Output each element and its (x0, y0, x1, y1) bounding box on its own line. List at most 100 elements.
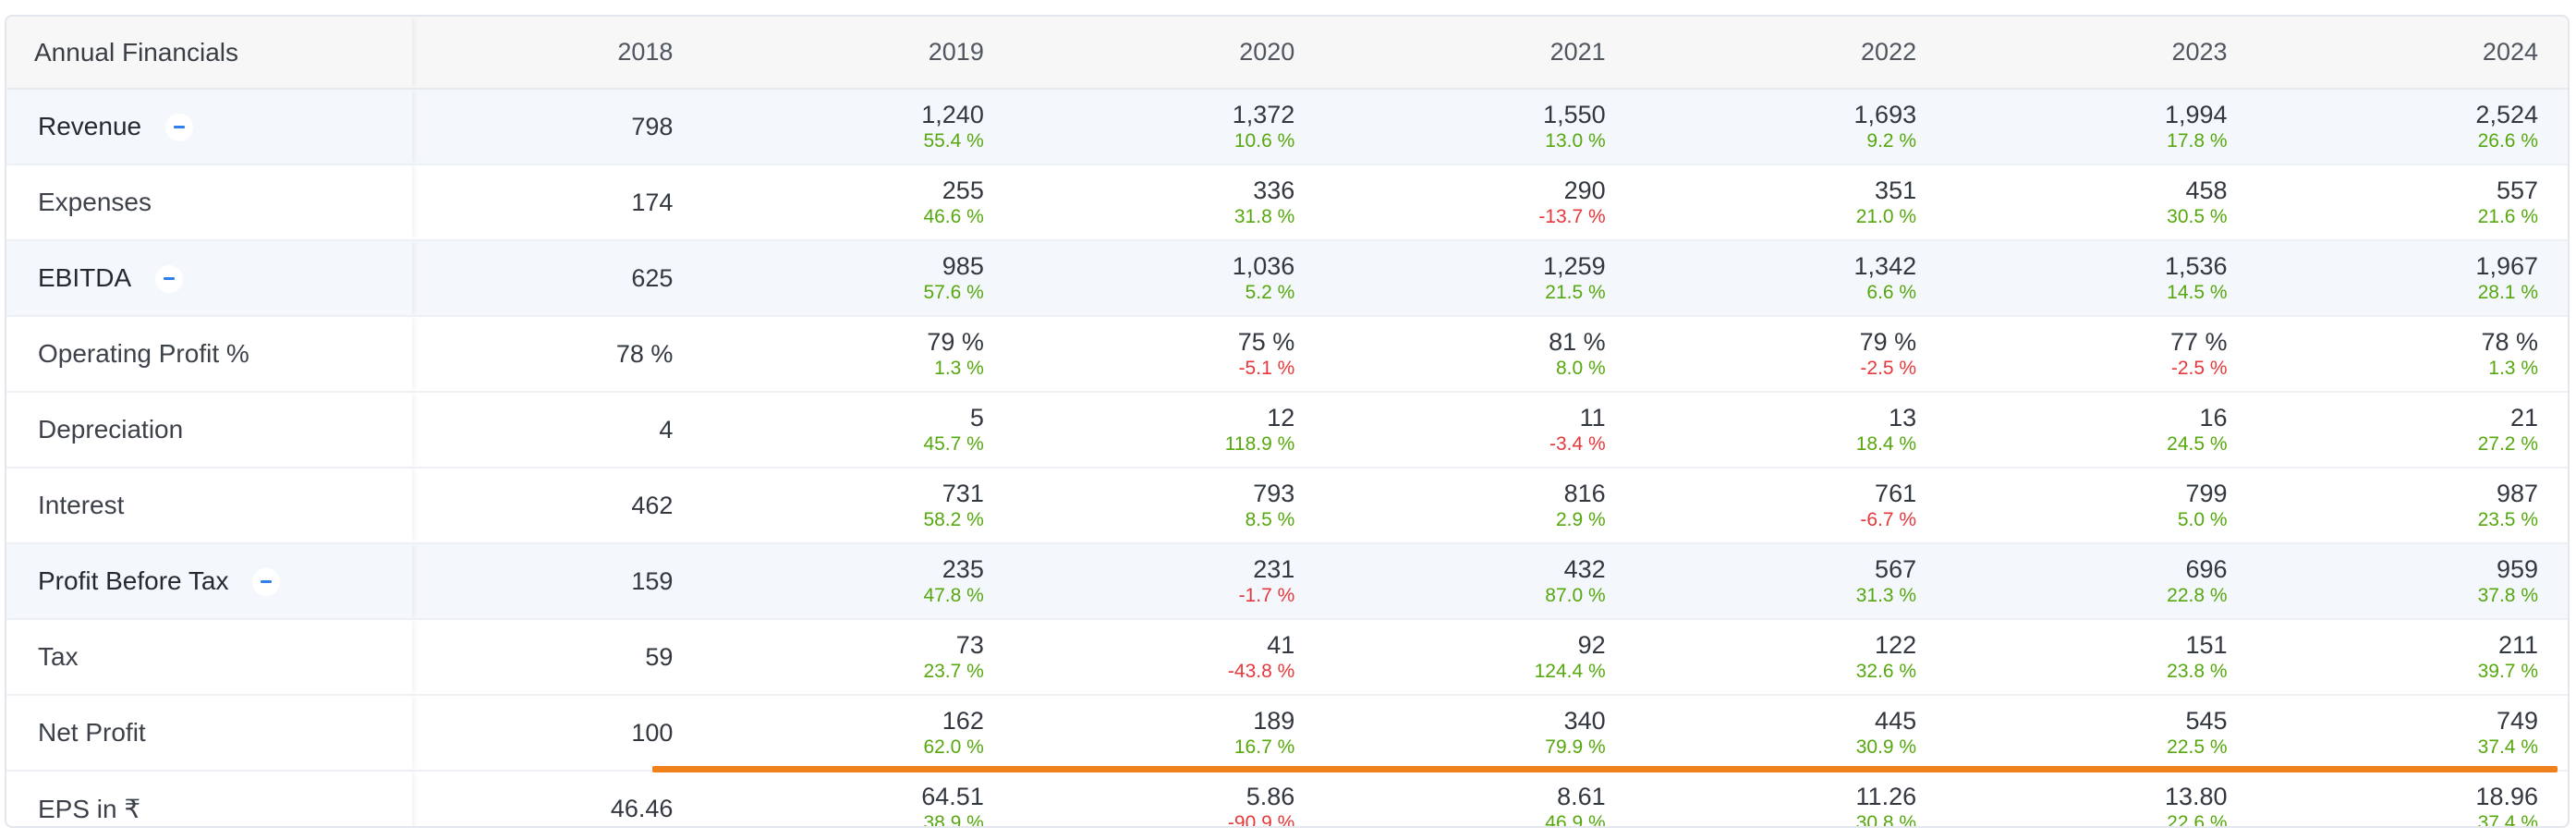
cell-value: 959 (2496, 555, 2538, 583)
value-cell: 2,524 26.6 % (2256, 89, 2568, 165)
value-cell: 77 % -2.5 % (1946, 316, 2257, 393)
cell-value: 46.46 (610, 795, 674, 822)
value-cell: 41 -43.8 % (1013, 619, 1325, 696)
cell-change-percent: 37.4 % (2477, 812, 2538, 828)
value-cell: 545 22.5 % (1946, 694, 2257, 772)
collapse-minus-icon[interactable] (252, 568, 281, 597)
cell-change-percent: 26.6 % (2477, 130, 2538, 152)
value-cell: 336 31.8 % (1013, 164, 1325, 241)
row-label-cell: Expenses (6, 164, 413, 241)
value-cell: 189 16.7 % (1013, 694, 1325, 772)
value-cell: 231 -1.7 % (1013, 542, 1325, 620)
value-cell: 211 39.7 % (2256, 619, 2568, 696)
cell-value: 16 (2199, 404, 2228, 432)
cell-change-percent: -13.7 % (1538, 206, 1606, 227)
cell-value: 985 (942, 252, 984, 280)
value-cell: 985 57.6 % (702, 239, 1014, 317)
value-cell: 696 22.8 % (1946, 542, 2257, 620)
cell-value: 11.26 (1855, 783, 1917, 810)
cell-value: 458 (2185, 176, 2228, 204)
value-cell: 235 47.8 % (702, 542, 1014, 620)
cell-value: 816 (1563, 480, 1606, 507)
cell-change-percent: 31.3 % (1855, 585, 1917, 606)
row-label: Operating Profit % (38, 339, 249, 368)
value-cell: 1,240 55.4 % (702, 89, 1014, 165)
value-cell: 79 % -2.5 % (1634, 316, 1947, 393)
value-cell: 1,994 17.8 % (1946, 89, 2257, 165)
cell-value: 79 % (927, 328, 984, 356)
row-label-cell: EPS in ₹ (6, 771, 413, 826)
cell-change-percent: 6.6 % (1866, 282, 1917, 303)
cell-value: 1,240 (921, 101, 984, 128)
cell-value: 21 (2509, 404, 2538, 432)
cell-value: 4 (659, 416, 674, 444)
cell-value: 1,994 (2164, 101, 2228, 128)
cell-change-percent: 30.8 % (1855, 812, 1917, 828)
cell-change-percent: 16.7 % (1233, 736, 1295, 758)
cell-change-percent: 1.3 % (2488, 358, 2538, 379)
cell-value: 432 (1563, 555, 1606, 583)
row-label-cell[interactable]: EBITDA (6, 239, 413, 317)
table-row: Depreciation 4 5 45.7 % 12 118.9 % 11 -3.4 % 13 1… (6, 392, 2568, 468)
table-row: EBITDA 625 985 57.6 % 1,036 5.2 % 1,259 21.5 % 1… (6, 239, 2568, 317)
row-label: EPS in ₹ (38, 794, 141, 823)
cell-value: 798 (631, 113, 674, 140)
year-header: 2018 (412, 17, 703, 90)
cell-change-percent: 39.7 % (2477, 661, 2538, 682)
year-header: 2022 (1634, 17, 1947, 90)
row-label-cell[interactable]: Revenue (6, 89, 413, 165)
value-cell: 799 5.0 % (1946, 468, 2257, 544)
cell-value: 59 (645, 643, 674, 671)
cell-change-percent: 9.2 % (1866, 130, 1917, 152)
cell-value: 79 % (1859, 328, 1917, 356)
value-cell: 445 30.9 % (1634, 694, 1947, 772)
row-label: Revenue (38, 111, 142, 140)
table-row: Revenue 798 1,240 55.4 % 1,372 10.6 % 1,550 13.… (6, 89, 2568, 165)
value-cell: 793 8.5 % (1013, 468, 1325, 544)
cell-change-percent: 38.9 % (923, 812, 984, 828)
cell-change-percent: 58.2 % (923, 509, 984, 530)
value-cell: 75 % -5.1 % (1013, 316, 1325, 393)
collapse-minus-icon[interactable] (155, 265, 184, 294)
value-cell: 4 (412, 392, 703, 468)
cell-value: 100 (631, 719, 674, 747)
value-cell: 290 -13.7 % (1324, 164, 1635, 241)
cell-change-percent: 14.5 % (2167, 282, 2228, 303)
cell-value: 64.51 (921, 783, 984, 810)
cell-value: 2,524 (2475, 101, 2538, 128)
cell-value: 162 (942, 707, 984, 735)
cell-change-percent: 118.9 % (1224, 433, 1295, 455)
value-cell: 78 % 1.3 % (2256, 316, 2568, 393)
cell-value: 235 (942, 555, 984, 583)
cell-value: 290 (1563, 176, 1606, 204)
table-row: Interest 462 731 58.2 % 793 8.5 % 816 2.9 % 761-… (6, 468, 2568, 544)
row-label-cell: Tax (6, 619, 413, 696)
cell-value: 189 (1253, 707, 1295, 735)
cell-change-percent: 8.5 % (1245, 509, 1295, 530)
year-header: 2021 (1324, 17, 1635, 90)
row-label-cell[interactable]: Profit Before Tax (6, 542, 413, 620)
value-cell: 59 (412, 619, 703, 696)
cell-change-percent: 5.0 % (2177, 509, 2228, 530)
cell-change-percent: 55.4 % (923, 130, 984, 152)
value-cell: 731 58.2 % (702, 468, 1014, 544)
cell-change-percent: 79.9 % (1545, 736, 1606, 758)
value-cell: 64.51 38.9 % (702, 771, 1014, 828)
cell-change-percent: 32.6 % (1855, 661, 1917, 682)
cell-change-percent: 13.0 % (1545, 130, 1606, 152)
cell-change-percent: -2.5 % (2170, 358, 2228, 379)
cell-change-percent: -2.5 % (1860, 358, 1917, 379)
cell-value: 799 (2185, 480, 2228, 507)
cell-change-percent: 30.5 % (2167, 206, 2228, 227)
row-label: Depreciation (38, 415, 184, 444)
value-cell: 46.46 (412, 771, 703, 826)
cell-change-percent: -1.7 % (1238, 585, 1295, 606)
value-cell: 174 (412, 164, 703, 241)
cell-change-percent: 30.9 % (1855, 736, 1917, 758)
cell-change-percent: 57.6 % (923, 282, 984, 303)
value-cell: 13 18.4 % (1634, 392, 1947, 468)
value-cell: 16 24.5 % (1946, 392, 2257, 468)
collapse-minus-icon[interactable] (165, 114, 194, 142)
row-label-cell: Depreciation (6, 392, 413, 468)
cell-change-percent: 5.2 % (1245, 282, 1295, 303)
